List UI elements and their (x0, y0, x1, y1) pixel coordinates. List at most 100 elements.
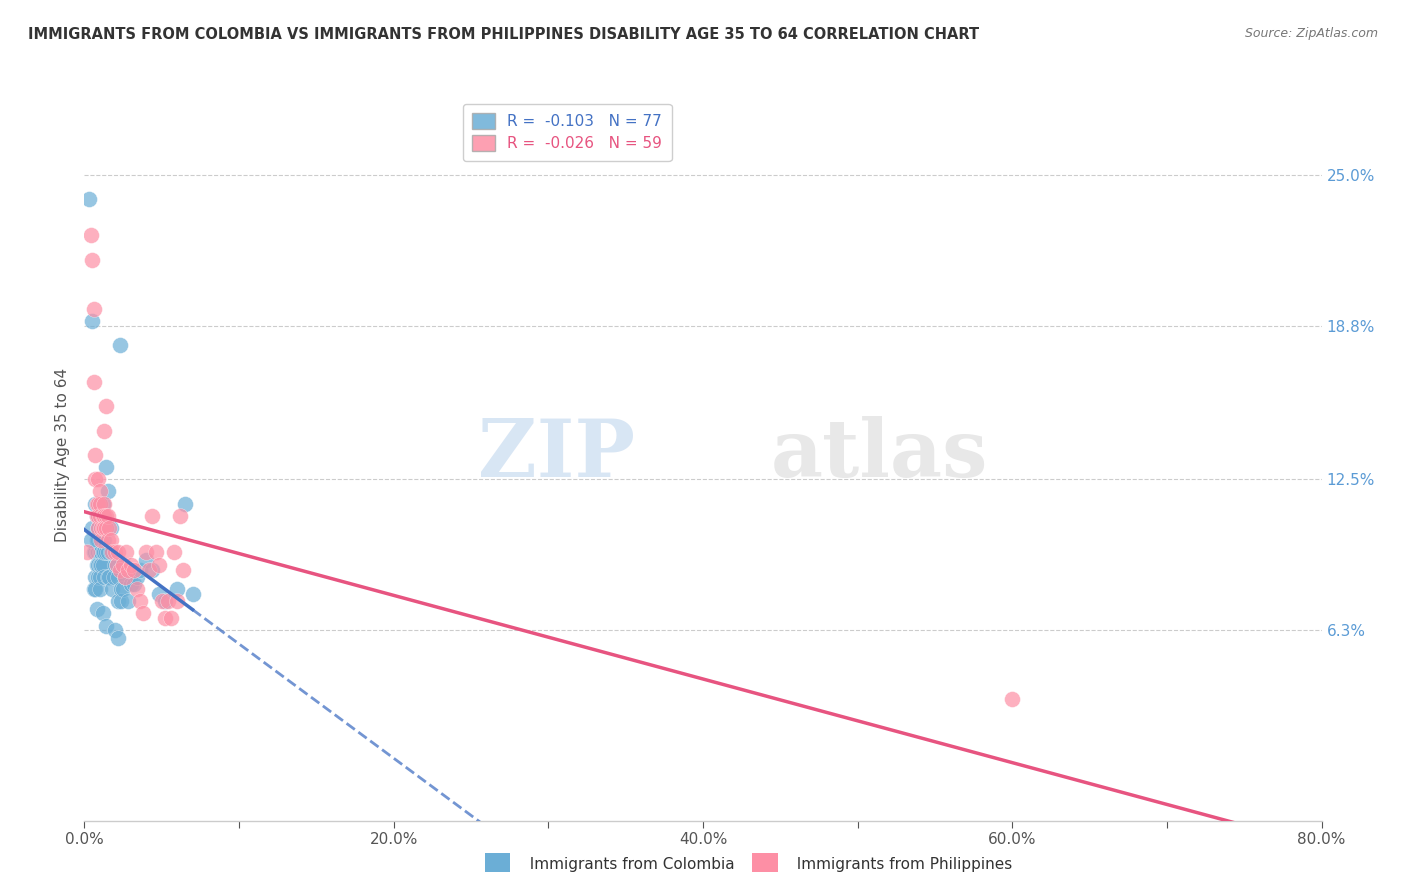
Point (91, 533, 114, 548)
Point (83, 582, 105, 596)
Point (125, 582, 148, 596)
Text: ZIP: ZIP (478, 416, 636, 494)
Point (145, 545, 167, 559)
Point (89, 545, 111, 559)
Point (141, 508, 163, 523)
Point (94, 618, 117, 632)
Point (98, 570, 121, 584)
Point (132, 607, 155, 621)
Point (89, 497, 111, 511)
Point (87, 521, 110, 535)
Point (93, 508, 115, 523)
Point (84, 472, 107, 486)
Point (96, 545, 118, 559)
Point (86, 533, 108, 548)
Point (89, 508, 111, 523)
Point (91, 508, 114, 523)
Point (79, 533, 101, 548)
Point (84, 582, 107, 596)
Point (93, 424, 115, 438)
Point (108, 338, 131, 352)
Point (94, 545, 117, 559)
Point (104, 624, 127, 638)
Point (86, 508, 108, 523)
Point (89, 570, 111, 584)
Point (107, 570, 129, 584)
Point (117, 562, 139, 576)
Point (156, 594, 179, 608)
Point (110, 582, 132, 596)
Point (138, 562, 160, 576)
Point (104, 558, 127, 572)
Point (87, 508, 110, 523)
Point (77, 192, 100, 206)
Point (148, 587, 170, 601)
Point (83, 301, 105, 316)
Point (82, 521, 104, 535)
Point (96, 570, 118, 584)
Point (93, 545, 115, 559)
Point (94, 399, 117, 413)
Point (87, 521, 110, 535)
Point (89, 497, 111, 511)
Point (90, 521, 112, 535)
Point (160, 611, 183, 625)
Point (120, 558, 142, 572)
Text: Immigrants from Colombia: Immigrants from Colombia (520, 857, 735, 872)
Legend: R =  -0.103   N = 77, R =  -0.026   N = 59: R = -0.103 N = 77, R = -0.026 N = 59 (463, 104, 672, 161)
Point (153, 594, 176, 608)
Point (148, 558, 170, 572)
Point (82, 252, 104, 267)
Point (172, 562, 194, 576)
Point (122, 577, 145, 591)
Point (90, 533, 112, 548)
Point (98, 521, 121, 535)
Point (96, 508, 118, 523)
Point (107, 545, 129, 559)
Point (86, 497, 108, 511)
Point (91, 521, 114, 535)
Point (87, 508, 110, 523)
Point (91, 508, 114, 523)
Point (89, 508, 111, 523)
Point (150, 594, 173, 608)
Point (112, 582, 135, 596)
Point (93, 514, 115, 528)
Point (174, 497, 197, 511)
Point (90, 533, 112, 548)
Point (141, 562, 163, 576)
Point (135, 545, 157, 559)
Point (122, 562, 145, 576)
Point (100, 521, 122, 535)
Point (181, 587, 204, 601)
Point (108, 562, 131, 576)
Point (100, 533, 122, 548)
Point (90, 558, 112, 572)
Point (84, 448, 107, 462)
Point (89, 533, 111, 548)
Point (87, 472, 110, 486)
Point (129, 594, 152, 608)
Point (169, 508, 191, 523)
Point (83, 545, 105, 559)
Point (89, 484, 111, 499)
Point (166, 582, 188, 596)
Point (93, 570, 115, 584)
Point (89, 558, 111, 572)
Point (86, 508, 108, 523)
Point (86, 545, 108, 559)
Point (114, 570, 136, 584)
Point (135, 553, 157, 567)
Point (87, 533, 110, 548)
Point (94, 508, 117, 523)
Point (87, 545, 110, 559)
Point (1001, 691, 1024, 706)
Point (90, 545, 112, 559)
Point (166, 594, 188, 608)
Point (110, 594, 132, 608)
Point (96, 484, 118, 499)
Point (83, 375, 105, 389)
Point (107, 631, 129, 645)
Point (94, 521, 117, 535)
Point (129, 562, 152, 576)
